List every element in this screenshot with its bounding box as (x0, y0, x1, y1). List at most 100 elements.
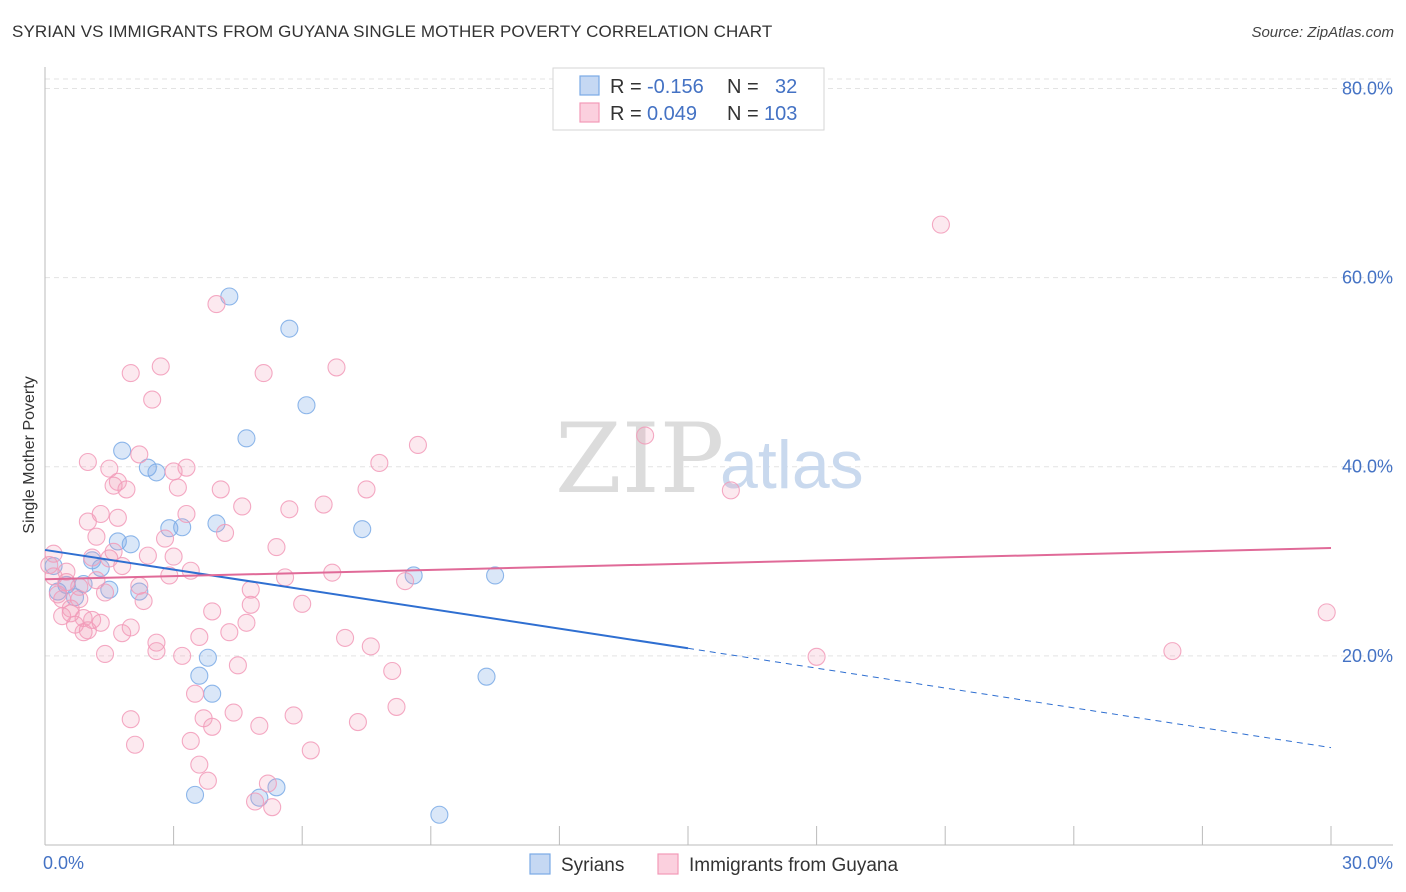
guyana-point-60 (327, 358, 346, 377)
axes (44, 67, 1393, 846)
data-points (40, 215, 1336, 824)
bottom-legend: Syrians Immigrants from Guyana (529, 853, 898, 876)
legend-n-value-guyana: 103 (764, 103, 797, 125)
guyana-point-97 (121, 618, 140, 637)
bottom-legend-label-guyana: Immigrants from Guyana (689, 855, 898, 876)
guyana-point-12 (87, 571, 106, 590)
guyana-point-91 (276, 568, 295, 587)
guyana-point-68 (408, 435, 427, 455)
guyana-point-64 (370, 453, 389, 472)
guyana-point-74 (1317, 603, 1336, 622)
guyana-point-96 (108, 472, 127, 491)
guyana-point-55 (280, 500, 299, 519)
syrians-point-19 (203, 684, 222, 703)
guyana-point-87 (177, 504, 196, 524)
guyana-point-51 (254, 364, 273, 383)
guyana-point-65 (383, 661, 402, 681)
x-tick-label-1: 30.0% (1342, 853, 1393, 873)
guyana-point-23 (125, 735, 145, 754)
guyana-point-27 (143, 390, 162, 409)
legend-r-value-syrians: -0.156 (647, 76, 704, 98)
y-tick-label-0: 20.0% (1342, 646, 1393, 666)
guyana-point-63 (357, 480, 376, 499)
guyana-point-84 (130, 576, 149, 595)
legend-n-label-syrians: N = (727, 76, 759, 98)
legend-r-label-syrians: R = (610, 76, 642, 98)
guyana-point-94 (83, 610, 102, 629)
syrians-point-11 (130, 582, 149, 601)
guyana-point-66 (387, 697, 406, 716)
guyana-point-42 (211, 480, 230, 499)
guyana-point-29 (151, 357, 170, 376)
guyana-point-52 (258, 774, 277, 793)
syrians-point-30 (477, 667, 496, 686)
guyana-point-50 (250, 716, 269, 735)
guyana-point-76 (53, 590, 72, 609)
guyana-point-48 (241, 580, 260, 599)
guyana-point-75 (44, 544, 63, 563)
syrians-point-25 (280, 319, 299, 338)
guyana-point-81 (95, 583, 115, 602)
guyana-point-56 (284, 706, 303, 725)
guyana-trend-line (44, 547, 1332, 581)
guyana-point-45 (228, 656, 247, 675)
guyana-point-67 (396, 572, 415, 591)
syrians-point-16 (185, 785, 205, 804)
guyana-point-57 (293, 594, 312, 613)
guyana-point-89 (198, 771, 217, 790)
source-label: Source: ZipAtlas.com (1251, 24, 1394, 41)
guyana-point-61 (336, 628, 355, 647)
guyana-point-41 (207, 295, 226, 314)
bottom-legend-label-syrians: Syrians (561, 855, 624, 876)
guyana-point-40 (203, 602, 222, 621)
guyana-point-92 (57, 562, 76, 581)
legend-swatch-guyana (579, 102, 600, 123)
syrians-point-24 (267, 778, 286, 797)
guyana-point-78 (70, 577, 89, 596)
syrians-point-29 (430, 805, 449, 824)
guyana-point-37 (190, 627, 209, 647)
guyana-point-46 (233, 497, 252, 516)
syrians-point-26 (297, 396, 316, 415)
guyana-point-0 (40, 556, 59, 575)
bottom-legend-swatch-syrians (529, 853, 551, 875)
guyana-point-36 (185, 684, 205, 703)
guyana-point-39 (203, 717, 222, 736)
y-tick-label-2: 60.0% (1342, 268, 1393, 288)
syrians-trend-line (44, 548, 689, 650)
y-axis-label: Single Mother Poverty (21, 376, 38, 533)
chart-title: SYRIAN VS IMMIGRANTS FROM GUYANA SINGLE … (12, 22, 773, 41)
syrians-point-17 (190, 666, 209, 685)
guyana-point-71 (807, 647, 826, 666)
syrians-trend-line-extension (687, 647, 1332, 749)
guyana-point-32 (168, 478, 187, 497)
legend-r-value-guyana: 0.049 (647, 103, 697, 125)
guyana-point-102 (361, 637, 380, 656)
syrians-point-12 (138, 458, 157, 477)
syrians-point-22 (237, 429, 256, 448)
watermark-atlas: atlas (720, 427, 864, 503)
syrians-point-31 (486, 566, 505, 585)
x-tick-labels: 0.0% 30.0% (43, 853, 1393, 873)
y-tick-labels: 20.0% 40.0% 60.0% 80.0% (1342, 78, 1393, 665)
guyana-point-22 (121, 710, 140, 729)
guyana-point-58 (301, 741, 320, 760)
guyana-point-25 (134, 591, 153, 611)
legend-n-label-guyana: N = (727, 103, 759, 125)
guyana-point-44 (220, 623, 239, 642)
guyana-point-98 (155, 529, 175, 548)
y-tick-label-1: 40.0% (1342, 457, 1393, 477)
guyana-point-54 (267, 538, 286, 557)
guyana-point-80 (87, 527, 106, 546)
guyana-point-14 (95, 644, 115, 664)
x-tick-label-0: 0.0% (43, 853, 84, 873)
guyana-point-62 (348, 713, 367, 732)
guyana-point-18 (108, 508, 127, 527)
y-tick-label-3: 80.0% (1342, 78, 1393, 98)
guyana-point-24 (130, 445, 149, 464)
syrians-point-13 (147, 463, 166, 482)
guyana-point-100 (241, 595, 260, 614)
guyana-point-85 (147, 642, 166, 661)
guyana-point-43 (215, 523, 235, 542)
